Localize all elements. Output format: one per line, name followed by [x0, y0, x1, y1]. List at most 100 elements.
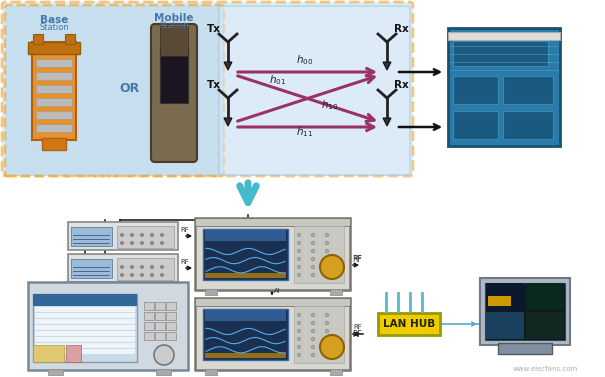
- Circle shape: [311, 265, 315, 269]
- Circle shape: [325, 273, 329, 277]
- Bar: [144, 312, 154, 320]
- Bar: [33, 294, 137, 306]
- Circle shape: [120, 233, 123, 236]
- Bar: [48, 369, 63, 375]
- Circle shape: [325, 353, 329, 357]
- Circle shape: [297, 233, 301, 237]
- Circle shape: [311, 321, 315, 325]
- Bar: [36, 85, 72, 93]
- Text: RF: RF: [353, 324, 362, 330]
- Circle shape: [151, 273, 154, 276]
- Bar: [205, 369, 217, 375]
- Bar: [526, 283, 564, 310]
- Text: Station: Station: [39, 23, 69, 32]
- Circle shape: [120, 273, 123, 276]
- Circle shape: [297, 249, 301, 253]
- Bar: [203, 309, 288, 360]
- Bar: [448, 28, 560, 146]
- Circle shape: [131, 242, 134, 245]
- Bar: [195, 218, 350, 226]
- Bar: [68, 222, 178, 250]
- Bar: [498, 343, 552, 354]
- Bar: [488, 296, 511, 306]
- Bar: [205, 273, 286, 278]
- Bar: [205, 310, 286, 321]
- Polygon shape: [224, 118, 232, 126]
- Circle shape: [151, 265, 154, 268]
- Bar: [33, 345, 64, 362]
- Circle shape: [297, 257, 301, 261]
- Text: Rx: Rx: [394, 24, 408, 34]
- Bar: [448, 32, 560, 40]
- Bar: [453, 111, 498, 139]
- Bar: [486, 312, 524, 339]
- Text: Rx: Rx: [394, 80, 408, 90]
- Bar: [35, 349, 135, 354]
- Circle shape: [325, 265, 329, 269]
- Bar: [155, 302, 165, 310]
- Bar: [294, 306, 344, 363]
- Bar: [155, 312, 165, 320]
- Circle shape: [297, 265, 301, 269]
- Bar: [166, 312, 176, 320]
- Circle shape: [160, 273, 163, 276]
- Circle shape: [297, 273, 301, 277]
- Circle shape: [320, 255, 344, 279]
- Text: Tx: Tx: [207, 80, 221, 90]
- Text: $h_{11}$: $h_{11}$: [296, 125, 313, 139]
- Text: LAN HUB: LAN HUB: [383, 319, 435, 329]
- Circle shape: [140, 242, 143, 245]
- Bar: [33, 294, 137, 362]
- Bar: [166, 302, 176, 310]
- Bar: [503, 76, 553, 104]
- Polygon shape: [383, 118, 391, 126]
- Circle shape: [297, 321, 301, 325]
- Bar: [65, 34, 75, 44]
- Bar: [36, 72, 72, 80]
- Bar: [330, 289, 342, 295]
- Circle shape: [131, 273, 134, 276]
- Bar: [144, 332, 154, 340]
- Bar: [35, 313, 135, 318]
- Circle shape: [140, 265, 143, 268]
- Circle shape: [160, 233, 163, 236]
- Bar: [68, 254, 178, 282]
- Bar: [166, 322, 176, 330]
- Bar: [485, 283, 565, 340]
- Circle shape: [311, 337, 315, 341]
- Bar: [32, 42, 76, 140]
- Circle shape: [311, 241, 315, 245]
- Bar: [71, 227, 112, 246]
- Text: RF: RF: [180, 227, 189, 233]
- Bar: [378, 313, 440, 335]
- Bar: [35, 319, 135, 324]
- Circle shape: [311, 233, 315, 237]
- Circle shape: [151, 242, 154, 245]
- FancyBboxPatch shape: [5, 5, 224, 176]
- Bar: [35, 343, 135, 348]
- Bar: [36, 98, 72, 106]
- Circle shape: [160, 265, 163, 268]
- Text: $h_{10}$: $h_{10}$: [321, 98, 339, 112]
- Bar: [36, 111, 72, 119]
- Bar: [35, 331, 135, 336]
- Circle shape: [297, 313, 301, 317]
- Bar: [36, 59, 72, 67]
- Bar: [144, 302, 154, 310]
- Circle shape: [140, 273, 143, 276]
- Bar: [195, 298, 350, 306]
- Text: Mobile: Mobile: [154, 13, 194, 23]
- Bar: [71, 259, 112, 278]
- Bar: [28, 42, 80, 54]
- Text: OR: OR: [120, 81, 140, 95]
- Bar: [28, 282, 188, 370]
- Bar: [294, 226, 344, 283]
- Bar: [117, 226, 174, 248]
- Bar: [33, 34, 43, 44]
- Text: AI: AI: [274, 288, 281, 294]
- Circle shape: [311, 329, 315, 333]
- Circle shape: [325, 241, 329, 245]
- Circle shape: [325, 329, 329, 333]
- Circle shape: [325, 345, 329, 349]
- Circle shape: [311, 345, 315, 349]
